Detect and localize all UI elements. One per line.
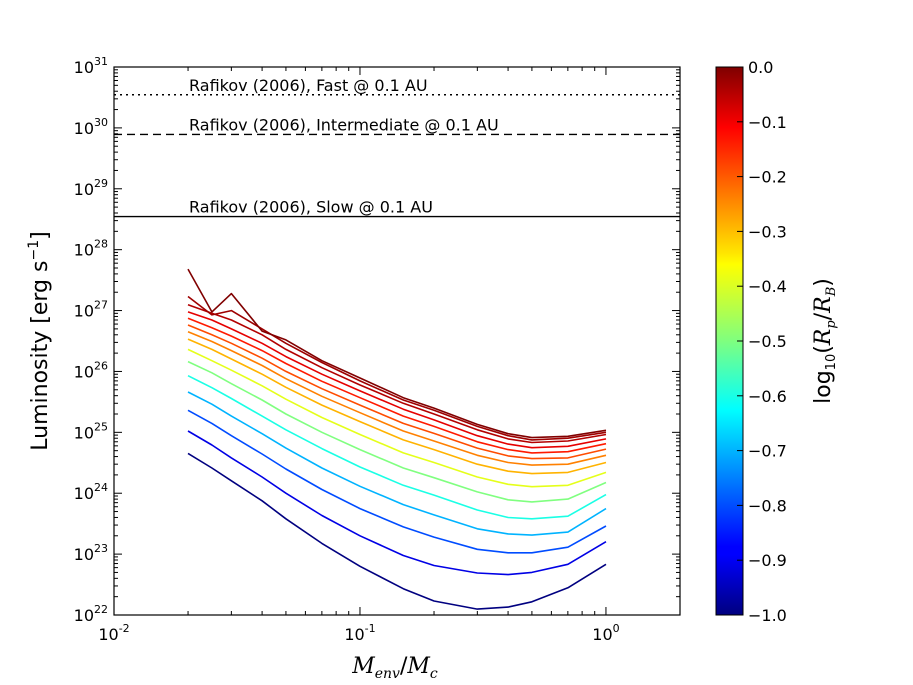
y-tick-label: 1027 [74, 299, 108, 321]
series-line-10 [187, 317, 607, 454]
series-line-3 [187, 391, 607, 536]
colorbar-ticks: 0.0 −0.1 −0.2 −0.3 −0.4 −0.5 −0.6 −0.7 −0.8 −0.9 −… [737, 58, 787, 625]
series-line-7 [187, 338, 607, 475]
y-tick-label: 1025 [74, 420, 108, 442]
colorbar-tick-label: −0.2 [748, 168, 787, 187]
colorbar-tick-label: −0.4 [748, 277, 787, 296]
series-line-13 [187, 295, 607, 441]
y-tick-label: 1024 [74, 481, 108, 503]
colorbar-tick-label: −0.9 [748, 551, 787, 570]
x-axis-label: Menv/Mc [351, 654, 438, 682]
colorbar-tick-label: −1.0 [748, 606, 787, 625]
series-line-12 [187, 303, 607, 444]
colorbar-tick-label: −0.7 [748, 442, 787, 461]
reference-label-solid: Rafikov (2006), Slow @ 0.1 AU [189, 198, 433, 217]
y-tick-label: 1023 [74, 542, 108, 564]
y-tick-label: 1031 [74, 55, 108, 77]
colorbar-tick-label: −0.1 [748, 113, 787, 132]
y-axis-label: Luminosity [erg s−1] [26, 231, 53, 450]
x-tick-label: 10-1 [344, 622, 375, 644]
x-tick-label: 10-2 [98, 622, 129, 644]
series-line-11 [187, 311, 607, 449]
series-line-4 [187, 374, 607, 520]
reference-label-dotted: Rafikov (2006), Fast @ 0.1 AU [189, 76, 428, 95]
colorbar-tick-label: 0.0 [748, 58, 773, 77]
y-tick-label: 1022 [74, 603, 108, 625]
reference-label-dashed: Rafikov (2006), Intermediate @ 0.1 AU [189, 115, 499, 134]
y-axis: 1022 1023 1024 1025 1026 1027 1028 1029 1030 1031 [74, 55, 680, 625]
colorbar-tick-label: −0.3 [748, 222, 787, 241]
y-tick-label: 1030 [74, 116, 108, 138]
data-series-layer [187, 268, 607, 610]
series-line-0 [187, 452, 607, 610]
x-tick-label: 100 [592, 622, 619, 644]
series-line-1 [187, 430, 607, 576]
series-line-9 [187, 324, 607, 460]
y-tick-label: 1026 [74, 359, 108, 381]
series-line-6 [187, 348, 607, 488]
series-line-2 [187, 409, 607, 554]
reference-lines-layer: Rafikov (2006), Fast @ 0.1 AU Rafikov (20… [114, 76, 680, 218]
series-line-5 [187, 360, 607, 503]
colorbar-tick-label: −0.6 [748, 387, 787, 406]
series-line-14 [187, 268, 607, 439]
colorbar-tick-label: −0.8 [748, 496, 787, 515]
plot-frame [113, 66, 681, 616]
y-tick-label: 1029 [74, 177, 108, 199]
colorbar-label: log10(Rp/RB) [811, 278, 839, 404]
series-line-8 [187, 330, 607, 466]
colorbar-tick-label: −0.5 [748, 332, 787, 351]
y-tick-label: 1028 [74, 238, 108, 260]
x-axis: 10-2 10-1 100 [98, 67, 681, 644]
